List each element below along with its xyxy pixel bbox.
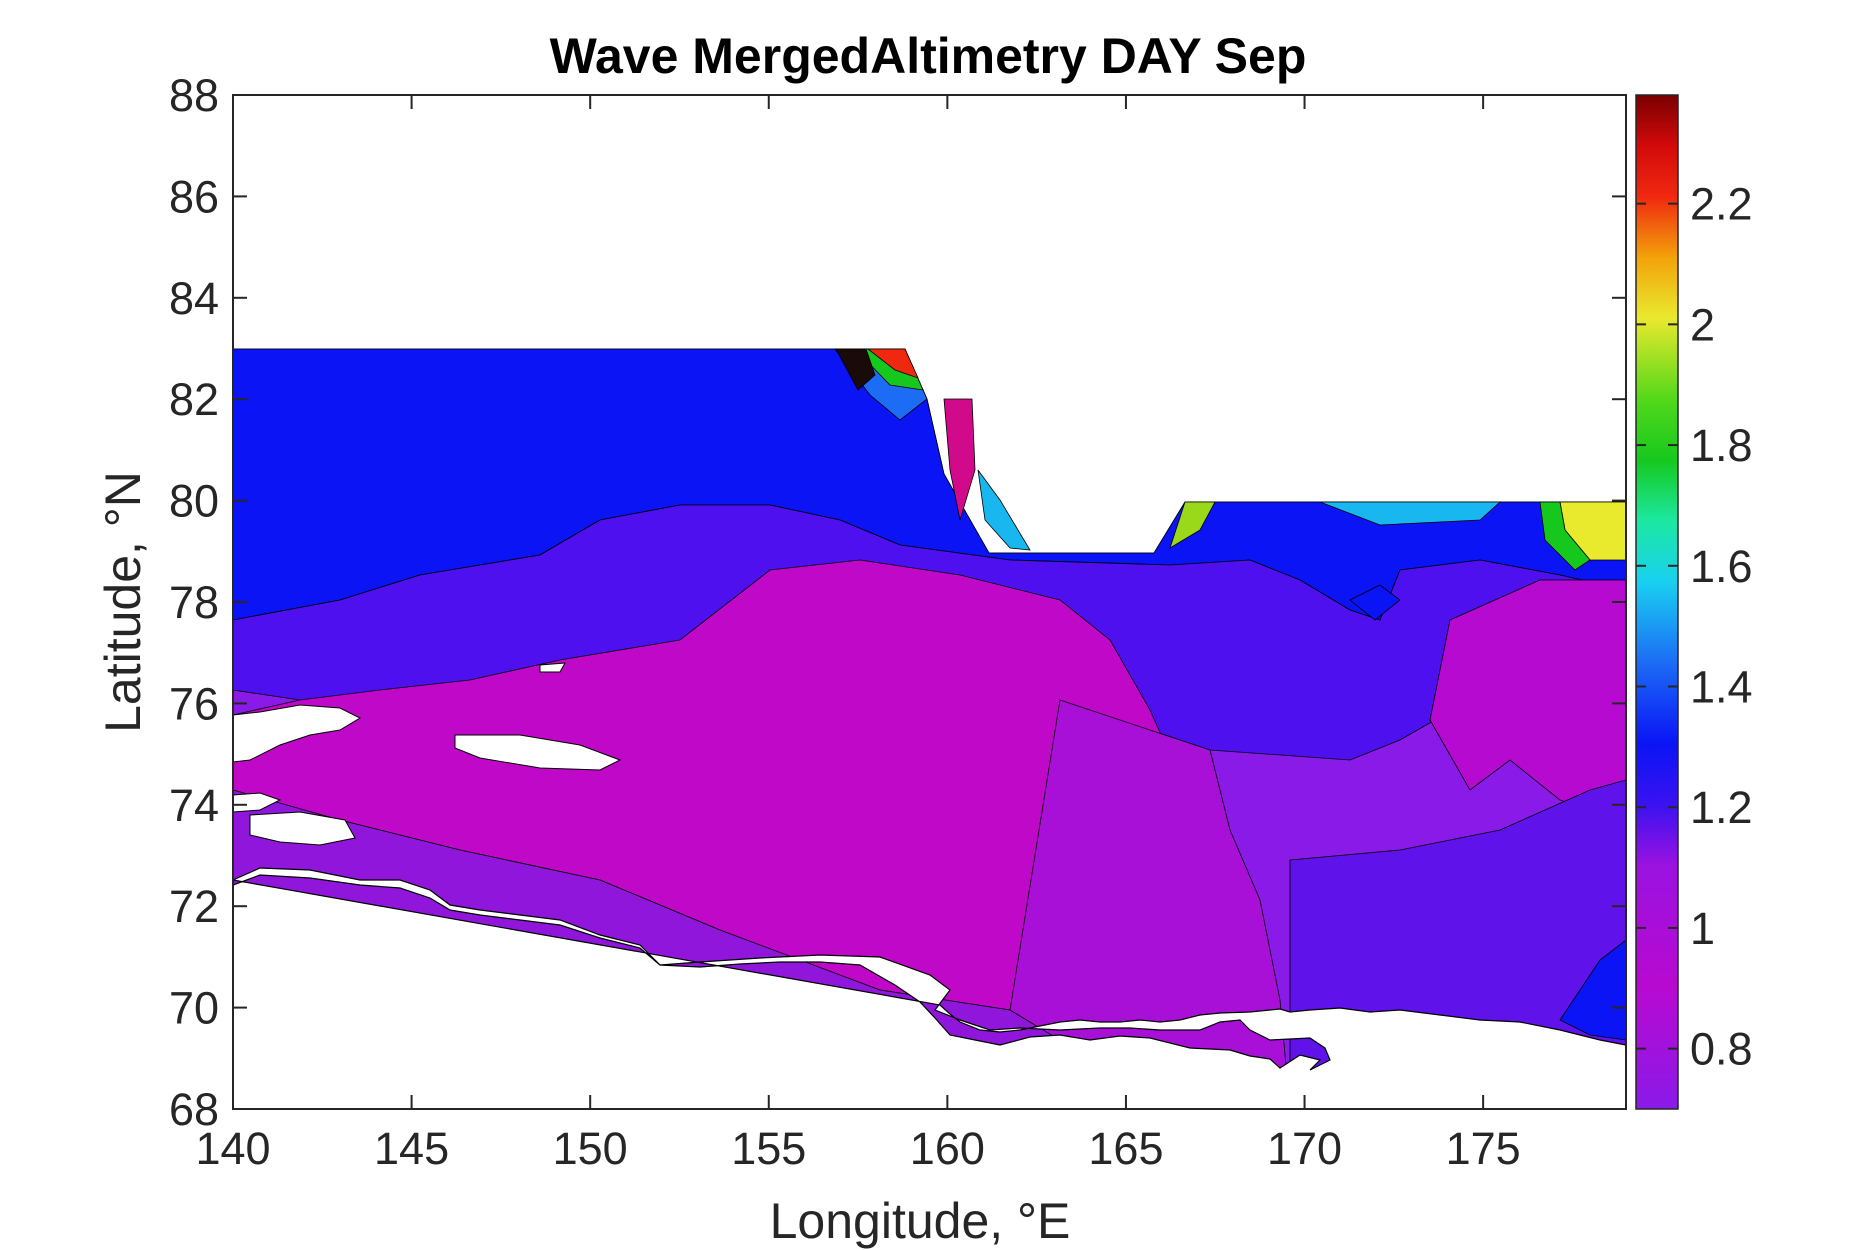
land-small-island-west [233,792,282,813]
colorbar-tick-label: 1.2 [1690,782,1753,833]
colorbar [1635,94,1679,1110]
colorbar-ticks: 0.8 1 1.2 1.4 1.6 1.8 2 2.2 [1636,179,1753,1075]
contour-hotspot-11 [1349,584,1401,621]
colorbar-tick-label: 1.6 [1690,541,1753,592]
land-new-siberian-islands [233,704,362,763]
y-tick-label: 74 [169,780,219,831]
contour-band-central [1009,699,1291,1109]
contour-hotspot-7 [1169,501,1216,549]
x-axis-ticks: 140 145 150 155 160 165 170 175 [195,95,1521,1174]
x-axis-label: Longitude, °E [770,1193,1071,1249]
contour-band-east-magenta [1429,579,1626,821]
land-siberian-coast [233,867,1626,1109]
contour-field [233,348,1626,1109]
land-kotelny-spit [454,734,622,771]
land-small-islet [539,662,566,673]
y-tick-label: 84 [169,273,219,324]
colorbar-tick-label: 1.8 [1690,420,1753,471]
land-island-south [249,811,356,846]
y-tick-label: 72 [169,881,219,932]
contour-hotspot-4 [835,348,876,391]
colorbar-tick-label: 1 [1690,903,1715,954]
y-tick-label: 68 [169,1084,219,1135]
y-axis-ticks: 68 70 72 74 76 78 80 82 84 86 88 [169,70,1626,1135]
x-tick-label: 150 [553,1123,628,1174]
contour-hotspot-8 [1319,501,1502,526]
y-tick-label: 70 [169,983,219,1034]
y-tick-label: 78 [169,577,219,628]
x-tick-label: 160 [910,1123,985,1174]
y-tick-label: 86 [169,171,219,222]
contour-hotspot-6 [977,469,1031,551]
x-tick-label: 140 [195,1123,270,1174]
x-tick-label: 170 [1267,1123,1342,1174]
x-tick-label: 175 [1446,1123,1521,1174]
x-tick-label: 155 [731,1123,806,1174]
colorbar-tick-label: 2.2 [1690,179,1753,230]
y-tick-label: 80 [169,476,219,527]
y-tick-label: 88 [169,70,219,121]
colorbar-tick-label: 1.4 [1690,662,1753,713]
contour-hotspot-3 [866,348,919,379]
x-tick-label: 165 [1088,1123,1163,1174]
colorbar-tick-label: 0.8 [1690,1024,1753,1075]
x-tick-label: 145 [374,1123,449,1174]
contour-hotspot-5 [943,398,976,521]
y-axis-label: Latitude, °N [95,471,151,733]
colorbar-tick-label: 2 [1690,299,1715,350]
chart-title: Wave MergedAltimetry DAY Sep [550,28,1307,84]
y-tick-label: 76 [169,678,219,729]
contour-band-se-blue [1559,939,1626,1041]
y-tick-label: 82 [169,374,219,425]
contour-hotspot-10 [1539,501,1591,571]
